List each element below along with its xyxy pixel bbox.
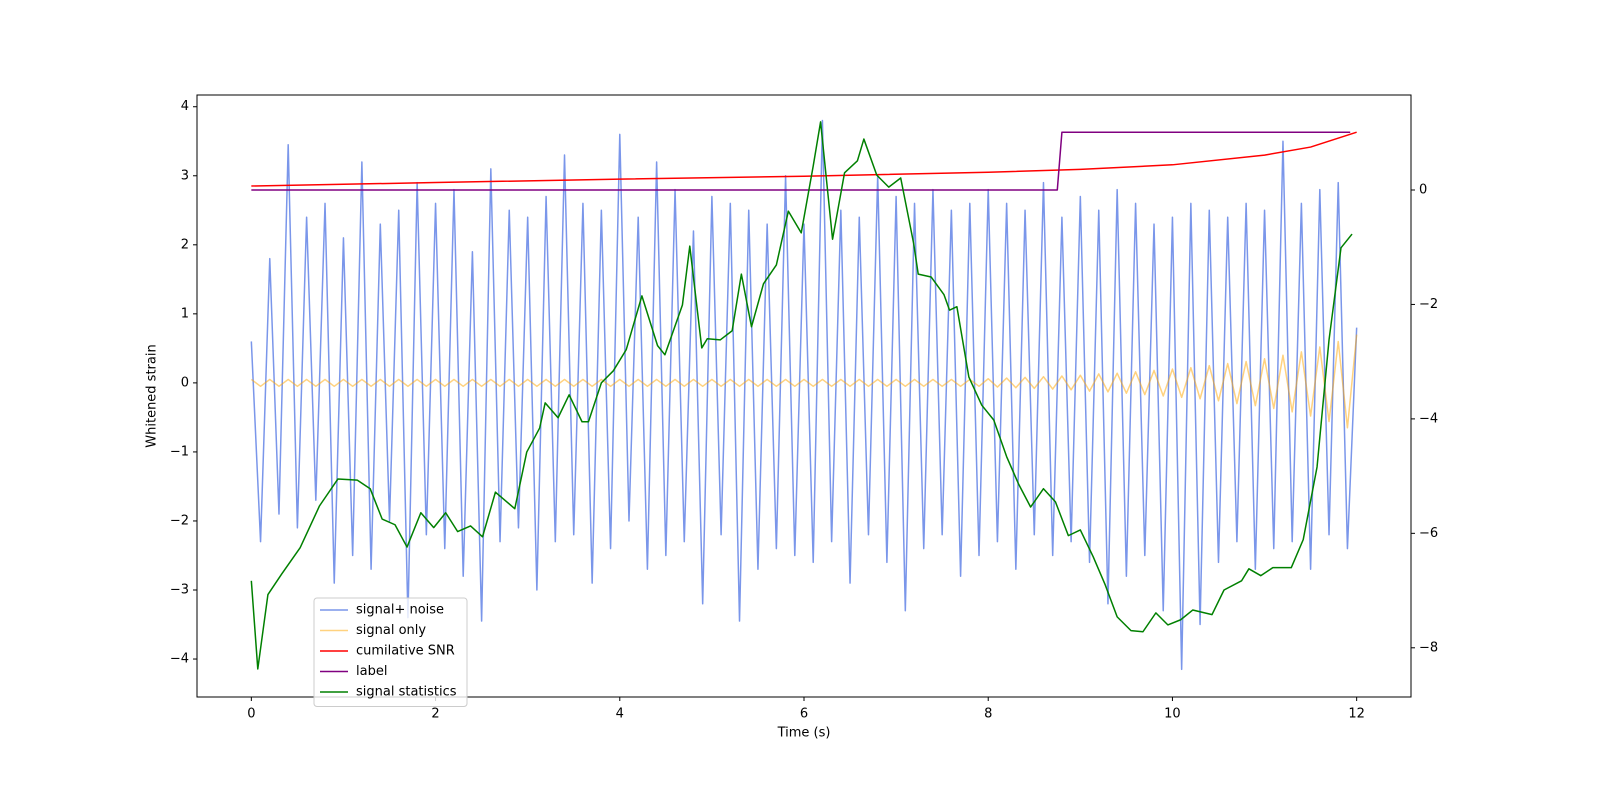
x-tick-label: 6 <box>800 707 808 722</box>
legend-label: cumilative SNR <box>356 644 455 659</box>
x-tick-label: 8 <box>984 707 992 722</box>
y2-tick-label: 0 <box>1419 182 1427 197</box>
y-tick-label: −1 <box>170 444 189 459</box>
x-tick-label: 0 <box>247 707 255 722</box>
x-tick-label: 12 <box>1348 707 1365 722</box>
y-tick-label: 4 <box>181 99 189 114</box>
y-tick-label: 0 <box>181 375 189 390</box>
plot-area <box>250 119 1358 671</box>
legend-label: signal+ noise <box>356 603 444 618</box>
y-axis-label: Whitened strain <box>145 344 160 447</box>
legend-label: signal statistics <box>356 685 457 700</box>
y-tick-label: 2 <box>181 237 189 252</box>
y-tick-label: 1 <box>181 306 189 321</box>
y2-tick-label: −2 <box>1419 297 1438 312</box>
series-line <box>250 119 1358 671</box>
legend-label: signal only <box>356 623 426 638</box>
legend-label: label <box>356 664 387 679</box>
legend-box <box>313 597 468 707</box>
series-line <box>251 131 1351 191</box>
y-tick-label: −3 <box>170 582 189 597</box>
series-line <box>250 121 1353 670</box>
y2-tick-label: −6 <box>1419 526 1438 541</box>
y2-tick-label: −8 <box>1419 640 1438 655</box>
series-line <box>251 131 1357 187</box>
x-tick-label: 2 <box>431 707 439 722</box>
y2-tick-label: −4 <box>1419 411 1438 426</box>
series-line <box>250 334 1358 429</box>
x-axis-label: Time (s) <box>777 726 831 741</box>
y-tick-label: 3 <box>181 168 189 183</box>
y-tick-label: −4 <box>170 652 189 667</box>
y-tick-label: −2 <box>170 513 189 528</box>
x-tick-label: 4 <box>616 707 624 722</box>
x-tick-label: 10 <box>1164 707 1181 722</box>
legend: signal+ noise signal only cumilative SNR la… <box>313 597 468 707</box>
